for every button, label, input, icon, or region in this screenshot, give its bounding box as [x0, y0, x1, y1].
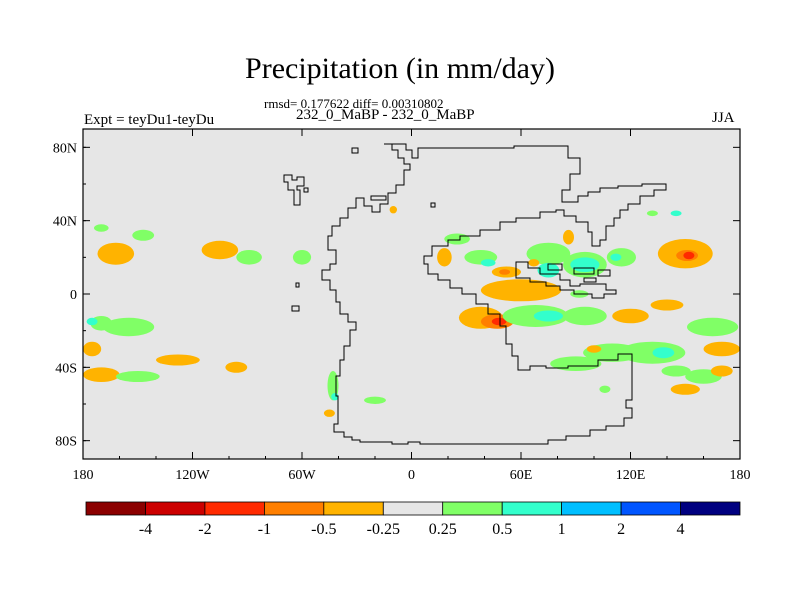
anomaly-contour: [619, 341, 686, 364]
anomaly-contour: [323, 409, 335, 417]
colorbar-swatch: [561, 501, 622, 516]
colorbar-label: 2: [617, 521, 625, 538]
anomaly-contour: [661, 365, 691, 377]
anomaly-contour: [331, 393, 339, 401]
x-tick-label: 60E: [510, 468, 533, 483]
x-tick-label: 60W: [288, 468, 316, 483]
anomaly-contour: [652, 347, 675, 359]
colorbar-label: -2: [198, 521, 211, 538]
anomaly-contour: [480, 279, 562, 302]
map-background: [83, 129, 740, 459]
colorbar-label: -0.25: [367, 521, 400, 538]
colorbar-swatch: [85, 501, 146, 516]
anomaly-contour: [550, 356, 602, 372]
colorbar-swatch: [382, 501, 444, 516]
case-label: 232_0_MaBP - 232_0_MaBP: [296, 107, 475, 123]
y-tick-label: 40S: [55, 361, 77, 376]
anomaly-layer: [83, 206, 740, 417]
colorbar-swatch: [204, 501, 265, 516]
colorbar-swatch: [263, 501, 325, 516]
anomaly-contour: [703, 341, 740, 357]
anomaly-contour: [650, 299, 684, 311]
colorbar: -4 -2 -1 -0.5 -0.25 0.25 0.5 1 2 4: [85, 501, 741, 538]
anomaly-contour: [610, 253, 622, 261]
y-tick-label: 80N: [53, 141, 77, 156]
colorbar-swatch: [620, 501, 681, 516]
anomaly-contour: [570, 257, 600, 273]
x-tick-label: 180: [730, 468, 751, 483]
season-label: JJA: [712, 110, 735, 126]
coastlines: [283, 143, 667, 445]
anomaly-contour: [103, 317, 155, 337]
anomaly-contour: [83, 341, 102, 357]
colorbar-swatch: [442, 501, 503, 516]
experiment-label: Expt = teyDu1-teyDu: [84, 112, 215, 128]
anomaly-contour: [670, 383, 700, 395]
colorbar-label: -0.5: [311, 521, 336, 538]
anomaly-contour: [83, 367, 120, 383]
colorbar-label: 4: [677, 521, 685, 538]
anomaly-contour: [225, 361, 248, 373]
coastline-americas: [283, 143, 667, 445]
anomaly-contour: [480, 259, 496, 267]
anomaly-contour: [646, 210, 658, 217]
colorbar-label: 1: [558, 521, 566, 538]
anomaly-contour: [97, 242, 135, 265]
anomaly-contour: [687, 317, 739, 337]
anomaly-contour: [670, 210, 682, 217]
colorbar-label: -1: [258, 521, 271, 538]
anomaly-contour: [389, 206, 397, 214]
anomaly-contour: [201, 240, 239, 260]
anomaly-contour: [292, 249, 312, 265]
colorbar-swatch: [145, 501, 206, 516]
anomaly-contour: [132, 229, 155, 241]
colorbar-swatch: [501, 501, 563, 516]
plot-title: Precipitation (in mm/day): [245, 52, 555, 85]
y-axis: 80N 40N 0 40S 80S: [53, 141, 740, 450]
anomaly-contour: [528, 259, 540, 267]
anomaly-contour: [499, 269, 511, 275]
anomaly-contour: [115, 371, 160, 382]
anomaly-contour: [563, 306, 607, 326]
anomaly-contour: [599, 385, 611, 393]
anomaly-contour: [586, 345, 602, 353]
anomaly-contour: [526, 242, 571, 265]
x-tick-label: 120E: [616, 468, 646, 483]
y-tick-label: 80S: [55, 435, 77, 450]
anomaly-contour: [491, 317, 507, 326]
y-tick-label: 0: [70, 288, 77, 303]
plot-subtitle: rmsd= 0.177622 diff= 0.00310802: [264, 96, 444, 111]
y-tick-label: 40N: [53, 215, 77, 230]
colorbar-swatch: [323, 501, 384, 516]
anomaly-contour: [563, 229, 574, 245]
anomaly-contour: [683, 251, 695, 260]
colorbar-label: -4: [139, 521, 152, 538]
x-tick-label: 120W: [175, 468, 210, 483]
x-tick-label: 0: [408, 468, 415, 483]
anomaly-contour: [364, 396, 386, 404]
colorbar-label: 0.25: [429, 521, 457, 538]
anomaly-contour: [236, 249, 262, 265]
anomaly-contour: [612, 308, 649, 324]
anomaly-contour: [94, 224, 109, 232]
x-tick-label: 180: [73, 468, 94, 483]
anomaly-contour: [437, 248, 452, 267]
anomaly-contour: [86, 317, 98, 326]
anomaly-contour: [533, 310, 564, 322]
anomaly-contour: [710, 365, 733, 377]
x-axis: 180 120W 60W 0 60E 120E 180: [73, 129, 751, 483]
colorbar-label: 0.5: [492, 521, 512, 538]
coastline-interior-seas: [291, 261, 617, 312]
colorbar-swatch: [680, 501, 741, 516]
anomaly-contour: [156, 354, 200, 366]
